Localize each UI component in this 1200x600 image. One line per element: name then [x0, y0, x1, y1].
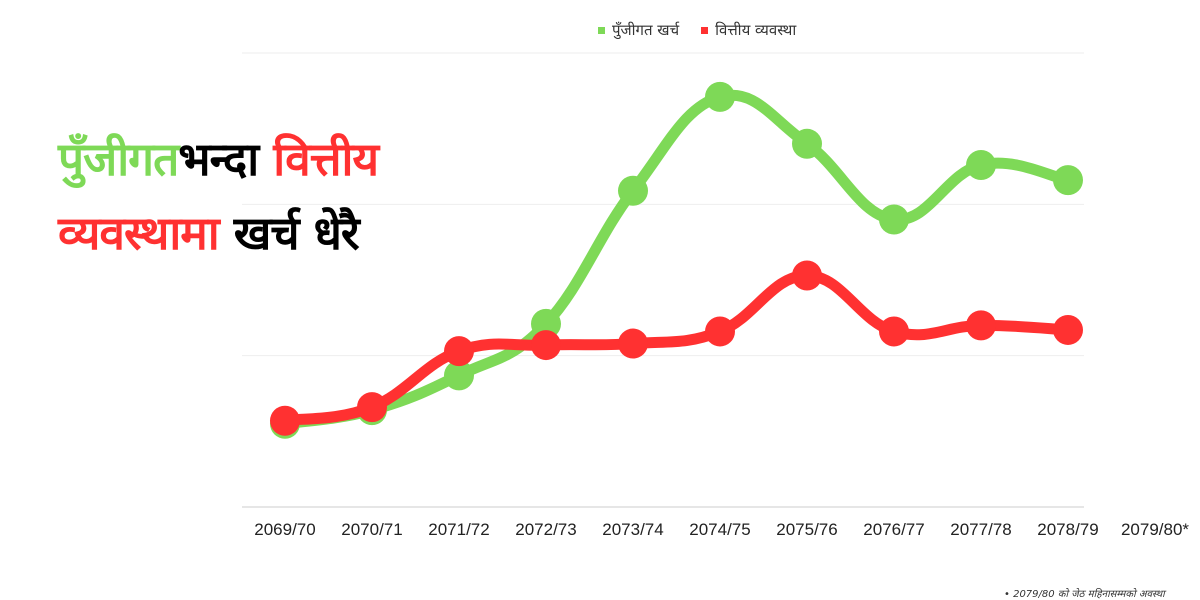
x-tick-label-9: 2078/79 — [1037, 520, 1098, 539]
data-point-1-3 — [531, 330, 561, 361]
legend-label-financing: वित्तीय व्यवस्था — [715, 21, 797, 39]
headline-spending-more: खर्च धेरै — [233, 206, 360, 260]
legend-item-capital: पुँजीगत खर्च — [598, 20, 679, 40]
data-point-1-9 — [1053, 314, 1083, 345]
headline-line-2: व्यवस्थामा खर्च धेरै — [58, 196, 378, 270]
x-tick-label-7: 2076/77 — [863, 520, 924, 539]
x-tick-label-0: 2069/70 — [254, 520, 315, 539]
legend-swatch-capital — [598, 26, 605, 34]
data-point-1-0 — [270, 405, 300, 436]
data-point-1-2 — [444, 336, 474, 367]
legend-label-capital: पुँजीगत खर्च — [612, 21, 680, 39]
x-tick-label-2: 2071/72 — [428, 520, 489, 539]
series-line-0 — [279, 89, 1074, 430]
series-0 — [270, 81, 1083, 439]
headline: पुँजीगतभन्दा वित्तीय व्यवस्थामा खर्च धेर… — [58, 122, 379, 270]
footnote-text: 2079/80 को जेठ महिनासम्मको अवस्था — [1013, 589, 1165, 600]
legend-item-financing: वित्तीय व्यवस्था — [701, 20, 796, 40]
data-point-1-8 — [966, 310, 996, 341]
data-point-1-6 — [792, 260, 822, 291]
headline-line-1: पुँजीगतभन्दा वित्तीय — [58, 122, 379, 196]
x-tick-label-1: 2070/71 — [341, 520, 402, 539]
data-point-1-7 — [879, 316, 909, 347]
x-tick-labels: 2069/70 2070/71 2071/72 2072/73 2073/74 2074/… — [254, 520, 1189, 539]
data-point-0-4 — [618, 175, 648, 206]
data-point-1-5 — [705, 316, 735, 347]
x-tick-label-10: 2079/80* — [1121, 520, 1189, 539]
headline-financial: वित्तीय — [273, 132, 379, 186]
headline-than: भन्दा — [178, 132, 259, 186]
data-point-0-3 — [531, 308, 561, 339]
legend-swatch-financing — [701, 26, 709, 34]
x-tick-label-4: 2073/74 — [602, 520, 663, 539]
headline-arrangement: व्यवस्थामा — [58, 206, 220, 260]
data-point-0-2 — [444, 360, 474, 391]
x-tick-label-6: 2075/76 — [776, 520, 837, 539]
x-tick-label-5: 2074/75 — [689, 520, 750, 539]
series-line-1 — [279, 269, 1074, 427]
data-point-0-9 — [1053, 165, 1083, 196]
data-point-0-5 — [705, 81, 735, 112]
footnote: • 2079/80 को जेठ महिनासम्मको अवस्था — [1004, 589, 1165, 600]
data-point-1-1 — [357, 392, 387, 423]
data-point-0-8 — [966, 149, 996, 180]
x-tick-label-3: 2072/73 — [515, 520, 576, 539]
data-point-0-7 — [879, 204, 909, 235]
x-tick-label-8: 2077/78 — [950, 520, 1011, 539]
series-1 — [270, 260, 1083, 436]
data-point-1-4 — [618, 328, 648, 359]
series-layer — [270, 81, 1083, 439]
data-point-0-6 — [792, 128, 822, 159]
headline-capital: पुँजीगत — [58, 132, 179, 186]
legend: पुँजीगत खर्च वित्तीय व्यवस्था — [598, 20, 796, 40]
